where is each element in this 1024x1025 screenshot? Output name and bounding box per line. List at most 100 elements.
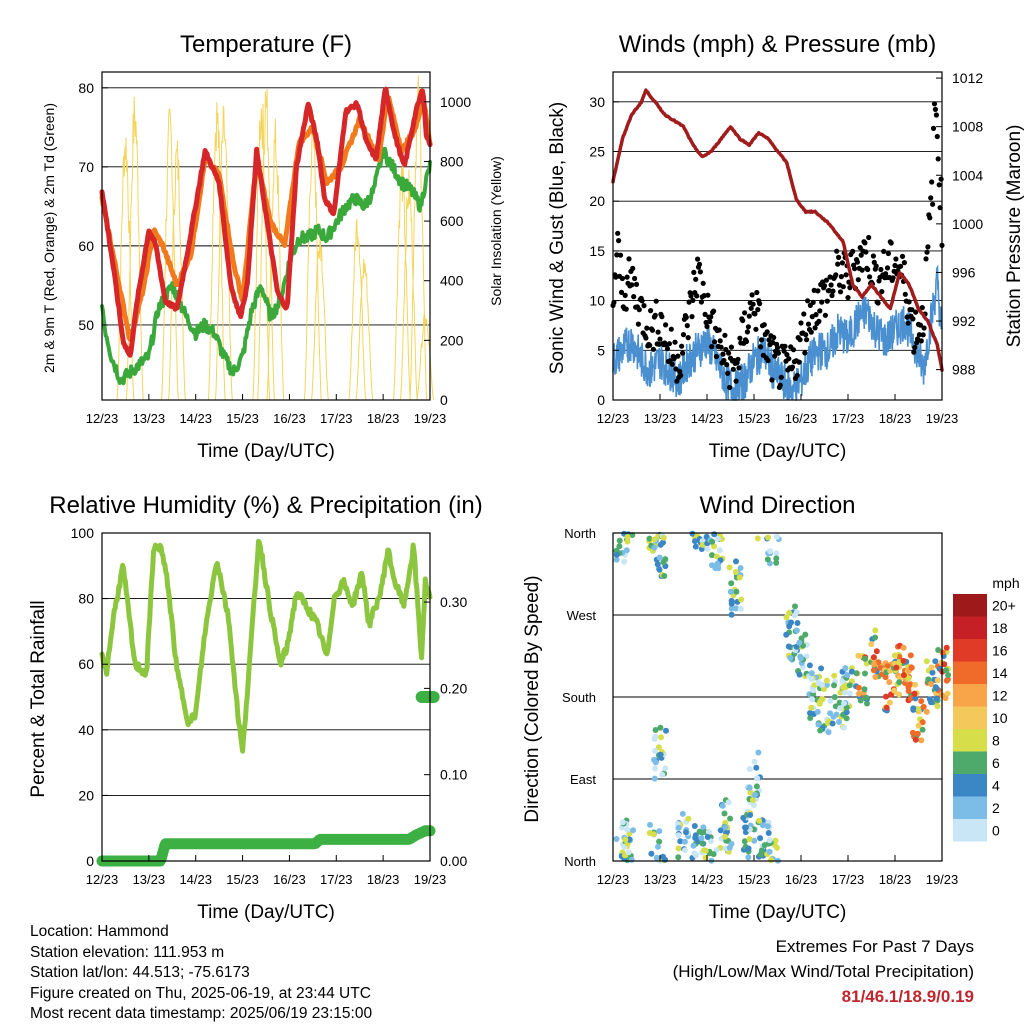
gust-point	[786, 356, 792, 362]
plot-frame-2	[101, 532, 431, 862]
gust-point	[740, 317, 746, 324]
direction-point	[915, 706, 922, 713]
direction-point	[732, 569, 739, 575]
gust-point	[685, 335, 691, 341]
direction-point	[829, 720, 836, 727]
direction-point	[875, 659, 882, 666]
direction-point	[652, 727, 659, 733]
direction-point	[896, 679, 903, 686]
y2-tick-label-1: 1008	[952, 119, 983, 135]
elevation-text: Station elevation: 111.953 m	[30, 943, 225, 961]
direction-point	[818, 682, 825, 688]
direction-points	[613, 530, 952, 864]
direction-point	[923, 658, 930, 665]
gust-point	[615, 230, 621, 236]
gust-point	[837, 289, 844, 295]
x-tick-label-3: 16/23	[785, 872, 818, 887]
direction-point	[651, 544, 658, 551]
direction-point	[646, 535, 653, 542]
gust-point	[622, 292, 628, 298]
direction-point	[933, 695, 940, 702]
gust-point	[826, 288, 832, 294]
direction-point	[896, 654, 903, 660]
gust-point	[629, 282, 635, 288]
direction-point	[837, 705, 844, 712]
y-tick-label-0: 50	[78, 317, 94, 333]
direction-point	[772, 837, 779, 844]
direction-point	[773, 550, 780, 557]
gust-point	[678, 372, 684, 378]
direction-point	[655, 744, 662, 751]
direction-point	[747, 789, 754, 796]
gust-point	[752, 311, 758, 317]
gust-point	[935, 156, 941, 162]
direction-point	[613, 836, 620, 842]
direction-point	[692, 543, 699, 550]
y2-tick-label-0: 0	[440, 392, 448, 408]
direction-point	[713, 553, 720, 560]
direction-point	[935, 647, 942, 653]
gust-point	[683, 314, 689, 320]
insolation-curve	[416, 313, 435, 401]
gust-point	[901, 260, 908, 266]
direction-point	[808, 676, 815, 682]
direction-point	[727, 588, 734, 595]
legend-swatch	[953, 774, 987, 797]
direction-point	[698, 835, 705, 842]
direction-point	[661, 573, 668, 579]
legend-label: 20+	[992, 597, 1016, 613]
gust-point	[702, 311, 708, 317]
y2-tick-label-0: 800	[440, 153, 464, 169]
gust-point	[716, 327, 722, 333]
gust-point	[789, 364, 796, 370]
x-tick-label-0: 15/23	[226, 411, 259, 426]
gust-point	[671, 356, 677, 362]
direction-point	[818, 665, 825, 672]
direction-point	[943, 667, 950, 674]
gust-point	[852, 266, 858, 272]
direction-point	[792, 603, 798, 610]
y-tick-label-1: 20	[589, 193, 605, 209]
legend-label: 18	[992, 620, 1008, 636]
gust-point	[890, 275, 896, 281]
gust-point	[769, 377, 775, 383]
gust-point	[726, 350, 732, 356]
x-tick-label-0: 14/23	[179, 411, 212, 426]
x-tick-label-0: 18/23	[367, 411, 400, 426]
gust-point	[636, 307, 642, 313]
direction-point	[663, 727, 669, 734]
gust-point	[813, 312, 819, 318]
direction-point	[658, 734, 664, 741]
direction-point	[652, 759, 659, 766]
legend-swatch	[953, 729, 987, 752]
gust-point	[930, 201, 936, 207]
direction-point	[689, 530, 696, 537]
direction-point	[814, 708, 821, 715]
direction-point	[764, 823, 771, 830]
gust-point	[673, 366, 679, 372]
gust-point	[929, 179, 935, 185]
gust-point	[623, 306, 629, 312]
direction-point	[765, 830, 772, 836]
gust-point	[750, 301, 756, 307]
direction-point	[736, 574, 743, 581]
gust-point	[743, 338, 750, 345]
y2-tick-label-1: 992	[952, 313, 976, 329]
gust-point	[755, 307, 761, 313]
gust-point	[672, 339, 678, 345]
insolation-curve	[207, 102, 226, 401]
direction-point	[773, 559, 780, 566]
direction-point	[843, 704, 850, 711]
y2-tick-label-2: 0.00	[440, 853, 467, 869]
direction-point	[754, 535, 761, 542]
y2-tick-label-1: 988	[952, 362, 976, 378]
gust-point	[745, 324, 752, 330]
direction-point	[905, 684, 912, 691]
gust-point	[689, 314, 695, 320]
direction-point	[753, 783, 760, 790]
rainfall-line	[96, 825, 436, 867]
gust-point	[920, 332, 926, 338]
gust-point	[616, 238, 622, 244]
gust-point	[757, 301, 763, 307]
gust-point	[718, 344, 724, 350]
